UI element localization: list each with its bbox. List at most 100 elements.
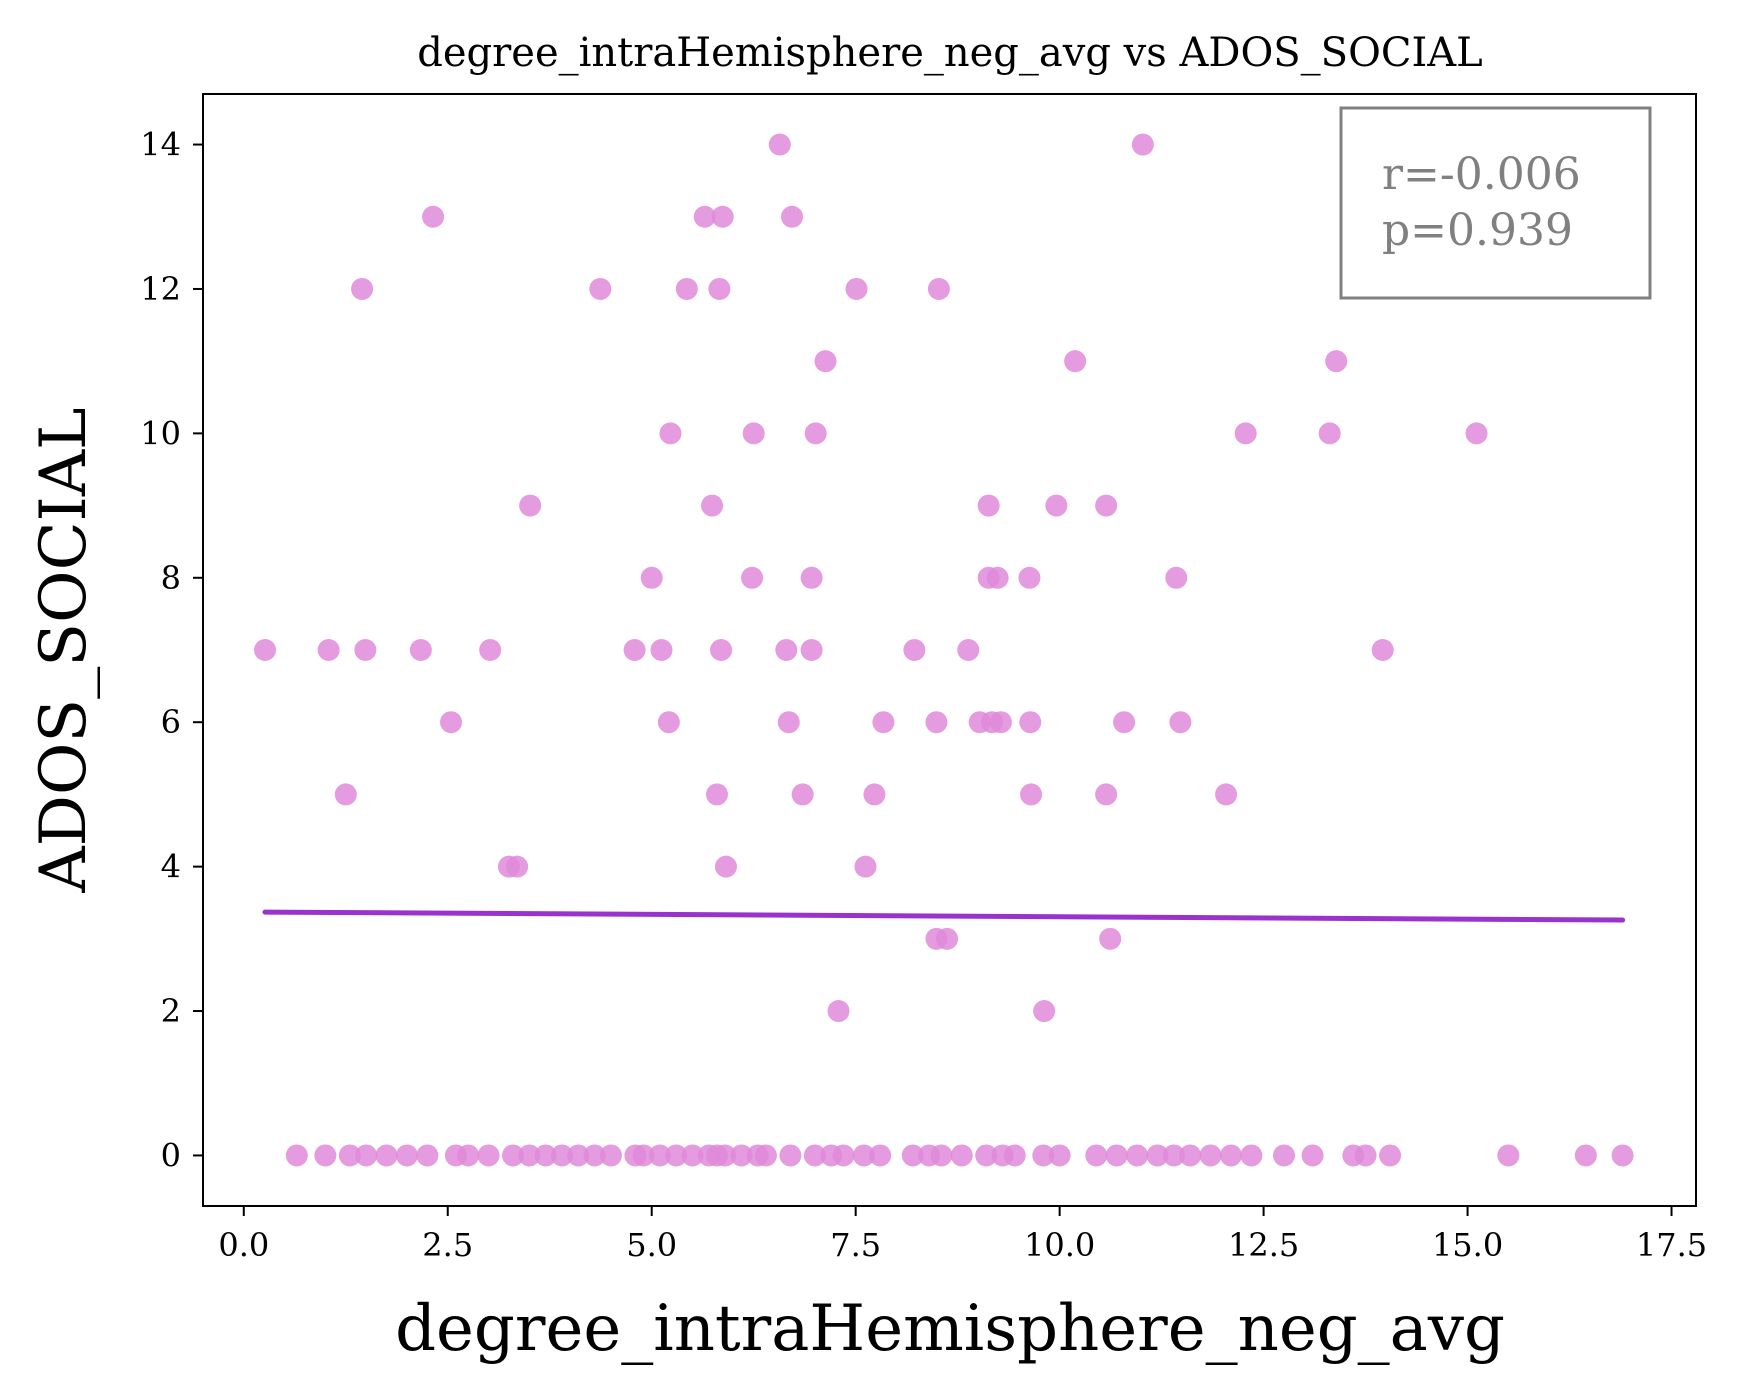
data-point [1574,1144,1597,1167]
data-point [395,1144,418,1167]
data-point [440,711,463,734]
x-tick-label: 15.0 [1432,1226,1503,1264]
data-point [901,1144,924,1167]
data-point [416,1144,439,1167]
data-point [599,1144,622,1167]
data-point [355,1144,378,1167]
data-point [1219,1144,1242,1167]
data-point [1032,1144,1055,1167]
data-point [845,277,868,300]
data-point [779,1144,802,1167]
regression-line-group [262,909,1626,923]
stats-box: r=-0.006 p=0.939 [1339,106,1652,300]
data-point [872,711,895,734]
data-point [681,1144,704,1167]
data-point [1105,1144,1128,1167]
regression-line [262,909,1626,923]
data-point [567,1144,590,1167]
y-tick-label: 8 [161,559,181,597]
data-point [1354,1144,1377,1167]
data-point [477,1144,500,1167]
data-point [534,1144,557,1167]
data-point [710,639,733,661]
y-axis-label: ADOS_SOCIAL [27,407,101,893]
data-point [409,639,432,661]
x-tick-label: 2.5 [422,1226,473,1264]
y-tick-label: 0 [161,1136,181,1174]
data-point [705,783,728,806]
data-point [1045,494,1068,517]
data-point [1003,1144,1026,1167]
data-point [1099,927,1122,950]
data-point [632,1144,655,1167]
data-point [583,1144,606,1167]
data-point [640,566,663,589]
data-point [1240,1144,1263,1167]
x-tick-label: 0.0 [218,1226,269,1264]
data-point [519,494,542,517]
data-point [791,783,814,806]
data-point [1325,350,1348,373]
data-point [986,566,1009,589]
chart-title: degree_intraHemisphere_neg_avg vs ADOS_S… [417,30,1482,76]
data-point [701,494,724,517]
data-point [800,639,823,661]
data-point [457,1144,480,1167]
data-point [334,783,357,806]
data-point [648,1144,671,1167]
data-point [1131,133,1154,156]
data-point [1215,783,1238,806]
data-point [975,1144,998,1167]
data-point [768,133,791,156]
data-point [927,277,950,300]
data-point [714,855,737,878]
stats-box-frame [1339,106,1652,300]
data-point [854,855,877,878]
scatter-points [254,133,1634,1167]
x-tick-label: 12.5 [1228,1226,1299,1264]
data-point [804,422,827,445]
data-point [1018,566,1041,589]
data-point [422,205,445,228]
data-point [502,1144,525,1167]
data-point [317,639,340,661]
y-tick-label: 4 [161,848,181,886]
data-point [506,855,529,878]
data-point [903,639,926,661]
data-point [1465,422,1488,445]
data-point [1165,566,1188,589]
x-tick-label: 7.5 [830,1226,881,1264]
data-point [775,639,798,661]
data-point [814,350,837,373]
data-point [930,1144,953,1167]
data-point [1048,1144,1071,1167]
x-axis-label: degree_intraHemisphere_neg_avg [395,1292,1505,1366]
data-point [754,1144,777,1167]
data-point [1095,783,1118,806]
data-point [1234,422,1257,445]
data-point [1113,711,1136,734]
data-point [354,639,377,661]
data-point [730,1144,753,1167]
data-point [665,1144,688,1167]
correlation-text: r=-0.006 [1382,149,1581,200]
x-tick-label: 17.5 [1636,1226,1707,1264]
data-point [781,205,804,228]
data-point [314,1144,337,1167]
data-point [659,422,682,445]
data-point [711,205,734,228]
data-point [375,1144,398,1167]
data-point [1318,422,1341,445]
data-point [869,1144,892,1167]
data-point [827,1000,850,1023]
data-point [285,1144,308,1167]
data-point [863,783,886,806]
data-point [977,494,1000,517]
data-point [832,1144,855,1167]
x-axis-ticks: 0.0 2.5 5.0 7.5 10.0 12.5 15.0 17.5 [218,1206,1707,1264]
data-point [254,639,277,661]
data-point [936,927,959,950]
data-point [1095,494,1118,517]
data-point [777,711,800,734]
